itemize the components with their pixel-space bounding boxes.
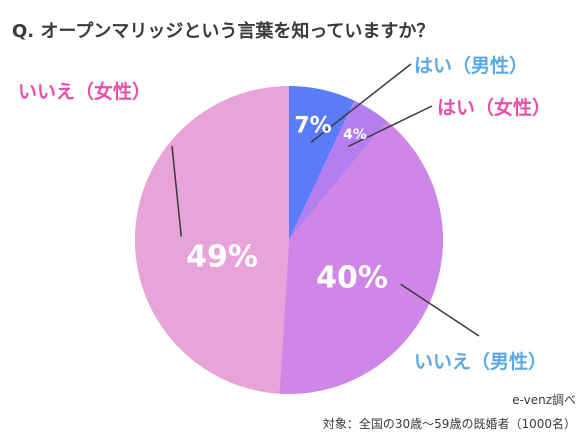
percent-labels: 7% 4% 40% 49% [186, 114, 388, 296]
percent-label-no-female: 49% [186, 240, 258, 275]
pie-slice-yes-male [289, 86, 355, 240]
chart-title: Q. オープンマリッジという言葉を知っていますか？ [12, 20, 434, 42]
subject-note: 対象：全国の30歳〜59歳の既婚者（1000名） [323, 416, 576, 431]
category-label-no-male: いいえ（男性） [414, 350, 547, 373]
pie-slice-no-male [279, 121, 444, 395]
category-label-yes-male: はい（男性） [414, 54, 528, 77]
percent-label-no-male: 40% [316, 261, 388, 296]
pie-slice-yes-female [289, 100, 388, 240]
leader-line-yes-male [310, 63, 412, 143]
leader-line-no-female [171, 145, 182, 237]
pie-slices [134, 85, 444, 395]
category-label-no-female: いいえ（女性） [18, 80, 151, 103]
leader-lines [171, 63, 480, 337]
category-labels: はい（男性） はい（女性） いいえ（男性） いいえ（女性） [18, 54, 551, 373]
category-label-yes-female: はい（女性） [437, 96, 551, 119]
percent-label-yes-male: 7% [294, 114, 331, 139]
leader-line-no-male [400, 283, 480, 337]
percent-label-yes-female: 4% [343, 127, 367, 143]
source-note: e-venz調べ [512, 393, 576, 407]
leader-line-yes-female [348, 105, 433, 148]
